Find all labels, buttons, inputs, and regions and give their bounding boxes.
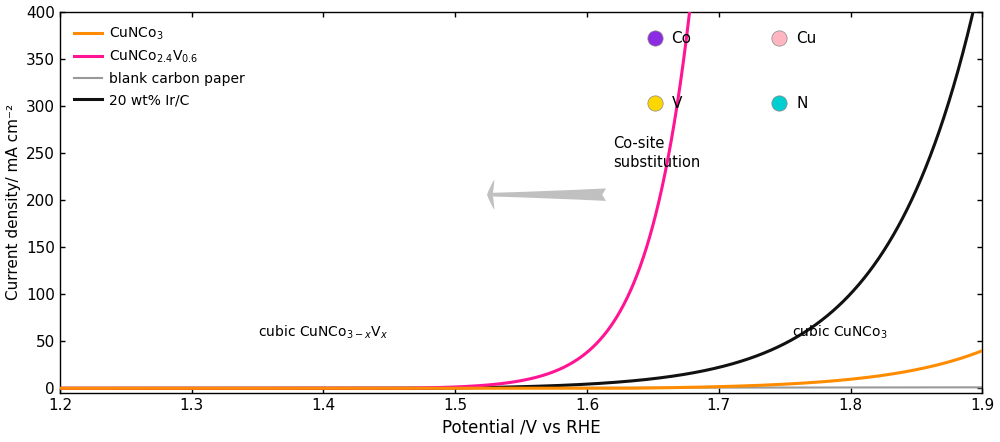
- 20 wt% Ir/C: [859, 274, 871, 280]
- blank carbon paper: [408, 385, 420, 391]
- CuNCo$_3$: [214, 386, 226, 391]
- CuNCo$_{2.4}$V$_{0.6}$: [685, 0, 697, 5]
- Text: cubic CuNCo$_{3-x}$V$_x$: cubic CuNCo$_{3-x}$V$_x$: [258, 323, 388, 341]
- Y-axis label: Current density/ mA cm⁻²: Current density/ mA cm⁻²: [6, 104, 21, 301]
- CuNCo$_{2.4}$V$_{0.6}$: [958, 0, 970, 5]
- blank carbon paper: [958, 385, 970, 390]
- blank carbon paper: [976, 385, 988, 390]
- 20 wt% Ir/C: [54, 386, 66, 391]
- 20 wt% Ir/C: [970, 0, 982, 5]
- 20 wt% Ir/C: [976, 0, 988, 5]
- CuNCo$_{2.4}$V$_{0.6}$: [976, 0, 988, 5]
- blank carbon paper: [159, 385, 171, 391]
- Line: CuNCo$_3$: CuNCo$_3$: [60, 351, 982, 389]
- CuNCo$_{2.4}$V$_{0.6}$: [408, 385, 420, 391]
- CuNCo$_{2.4}$V$_{0.6}$: [859, 0, 871, 5]
- 20 wt% Ir/C: [159, 386, 171, 391]
- Legend: CuNCo$_3$, CuNCo$_{2.4}$V$_{0.6}$, blank carbon paper, 20 wt% Ir/C: CuNCo$_3$, CuNCo$_{2.4}$V$_{0.6}$, blank…: [67, 19, 251, 114]
- Text: V: V: [671, 95, 682, 110]
- CuNCo$_3$: [958, 354, 970, 360]
- CuNCo$_{2.4}$V$_{0.6}$: [54, 386, 66, 391]
- Line: blank carbon paper: blank carbon paper: [60, 387, 982, 389]
- blank carbon paper: [214, 385, 226, 391]
- Text: Cu: Cu: [796, 31, 816, 46]
- CuNCo$_3$: [408, 386, 420, 391]
- Line: 20 wt% Ir/C: 20 wt% Ir/C: [60, 2, 982, 389]
- CuNCo$_3$: [859, 375, 871, 380]
- CuNCo$_3$: [159, 386, 171, 391]
- blank carbon paper: [54, 386, 66, 391]
- CuNCo$_{2.4}$V$_{0.6}$: [448, 385, 460, 390]
- Text: cubic CuNCo$_3$: cubic CuNCo$_3$: [792, 323, 887, 341]
- Text: Co: Co: [671, 31, 691, 46]
- 20 wt% Ir/C: [408, 386, 420, 391]
- Text: N: N: [796, 95, 807, 110]
- CuNCo$_3$: [976, 348, 988, 353]
- 20 wt% Ir/C: [958, 45, 970, 50]
- CuNCo$_{2.4}$V$_{0.6}$: [159, 386, 171, 391]
- CuNCo$_{2.4}$V$_{0.6}$: [214, 386, 226, 391]
- X-axis label: Potential /V vs RHE: Potential /V vs RHE: [442, 419, 600, 436]
- Line: CuNCo$_{2.4}$V$_{0.6}$: CuNCo$_{2.4}$V$_{0.6}$: [60, 2, 982, 389]
- blank carbon paper: [448, 385, 460, 391]
- 20 wt% Ir/C: [214, 386, 226, 391]
- CuNCo$_3$: [54, 386, 66, 391]
- blank carbon paper: [859, 385, 871, 390]
- CuNCo$_3$: [448, 386, 460, 391]
- 20 wt% Ir/C: [448, 385, 460, 391]
- Text: Co-site
substitution: Co-site substitution: [613, 136, 701, 169]
